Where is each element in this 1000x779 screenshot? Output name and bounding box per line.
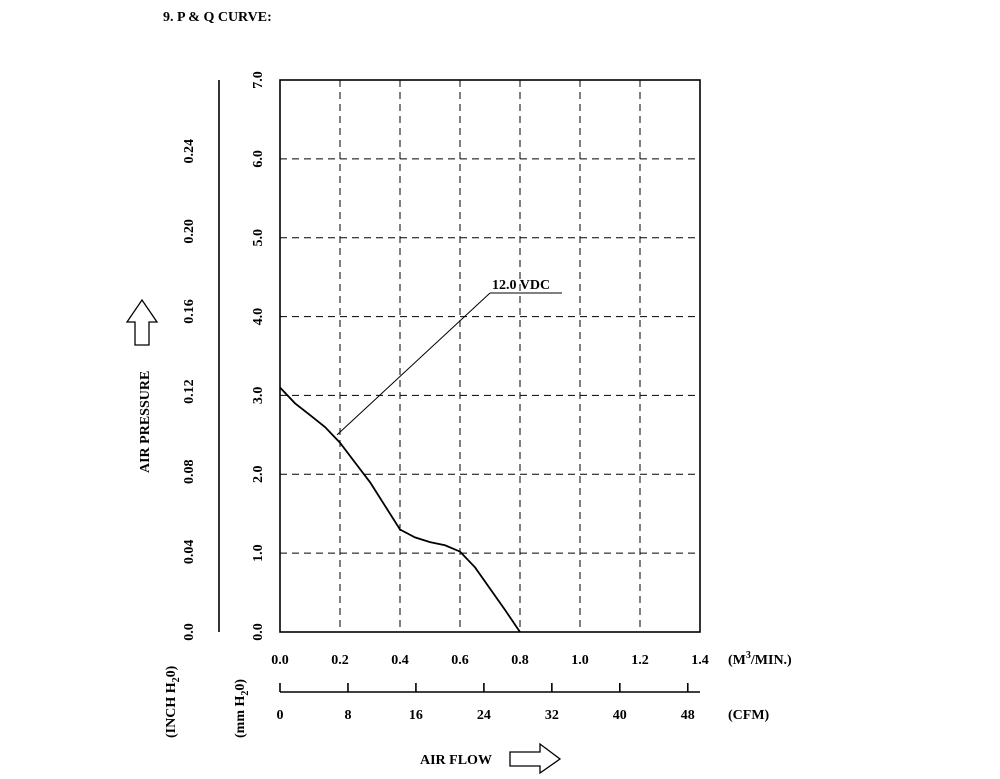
y-primary-tick-label: 5.0 bbox=[251, 229, 266, 247]
y-primary-tick-label: 1.0 bbox=[251, 544, 266, 562]
y-primary-tick-label: 7.0 bbox=[251, 71, 266, 89]
heading: 9. P & Q CURVE: bbox=[163, 10, 272, 25]
x-primary-tick-label: 1.4 bbox=[691, 653, 709, 668]
x-primary-tick-label: 0.4 bbox=[391, 653, 409, 668]
x-secondary-tick-label: 48 bbox=[681, 708, 695, 723]
y-secondary-tick-label: 0.20 bbox=[182, 219, 197, 244]
y-secondary-ticks: 0.0 0.04 0.08 0.12 0.16 0.20 0.24 bbox=[182, 139, 197, 641]
x-secondary-tick-label: 40 bbox=[613, 708, 627, 723]
x-primary-tick-label: 1.0 bbox=[571, 653, 589, 668]
arrow-up-icon bbox=[125, 298, 159, 346]
x-primary-tick-label: 1.2 bbox=[631, 653, 649, 668]
y-secondary-tick-label: 0.24 bbox=[182, 139, 197, 164]
x-primary-tick-label: 0.2 bbox=[331, 653, 349, 668]
x-primary-unit-label: (M3/MIN.) bbox=[728, 650, 792, 668]
y-primary-tick-label: 6.0 bbox=[251, 150, 266, 168]
arrow-right-icon bbox=[509, 742, 562, 775]
x-secondary-tick-label: 24 bbox=[477, 708, 491, 723]
x-secondary-tick-label: 0 bbox=[277, 708, 284, 723]
y-primary-tick-label: 0.0 bbox=[251, 623, 266, 641]
x-primary-ticks: 0.0 0.2 0.4 0.6 0.8 1.0 1.2 1.4 bbox=[271, 653, 709, 668]
x-primary-tick-label: 0.8 bbox=[511, 653, 529, 668]
y-secondary-unit-label: (INCH H20) bbox=[164, 665, 182, 738]
y-secondary-tick-label: 0.08 bbox=[182, 460, 197, 485]
y-secondary-tick-label: 0.0 bbox=[182, 623, 197, 641]
y-primary-ticks: 0.0 1.0 2.0 3.0 4.0 5.0 6.0 7.0 bbox=[251, 71, 266, 641]
annotation-leader bbox=[336, 292, 491, 436]
x-secondary-tick-label: 32 bbox=[545, 708, 559, 723]
y-secondary-tick-label: 0.12 bbox=[182, 379, 197, 404]
x-axis-title: AIR FLOW bbox=[420, 753, 492, 768]
x-secondary-unit-label: (CFM) bbox=[728, 708, 770, 723]
grid-lines bbox=[280, 80, 700, 632]
y-primary-tick-label: 3.0 bbox=[251, 387, 266, 405]
y-secondary-tick-label: 0.04 bbox=[182, 540, 197, 565]
x-secondary-tick-label: 8 bbox=[344, 708, 351, 723]
x-secondary-tick-label: 16 bbox=[409, 708, 423, 723]
y-primary-unit-label: (mm H20) bbox=[233, 679, 251, 738]
y-secondary-tick-label: 0.16 bbox=[182, 299, 197, 324]
y-primary-tick-label: 2.0 bbox=[251, 466, 266, 484]
y-axis-title: AIR PRESSURE bbox=[138, 371, 153, 473]
x-secondary-ticks: 0 8 16 24 32 40 48 bbox=[277, 683, 695, 723]
y-primary-tick-label: 4.0 bbox=[251, 308, 266, 326]
plot-frame bbox=[279, 79, 701, 633]
series-line-12vdc bbox=[279, 386, 521, 633]
x-primary-tick-label: 0.0 bbox=[271, 653, 289, 668]
annotation-label: 12.0 VDC bbox=[492, 278, 550, 293]
x-primary-tick-label: 0.6 bbox=[451, 653, 469, 668]
